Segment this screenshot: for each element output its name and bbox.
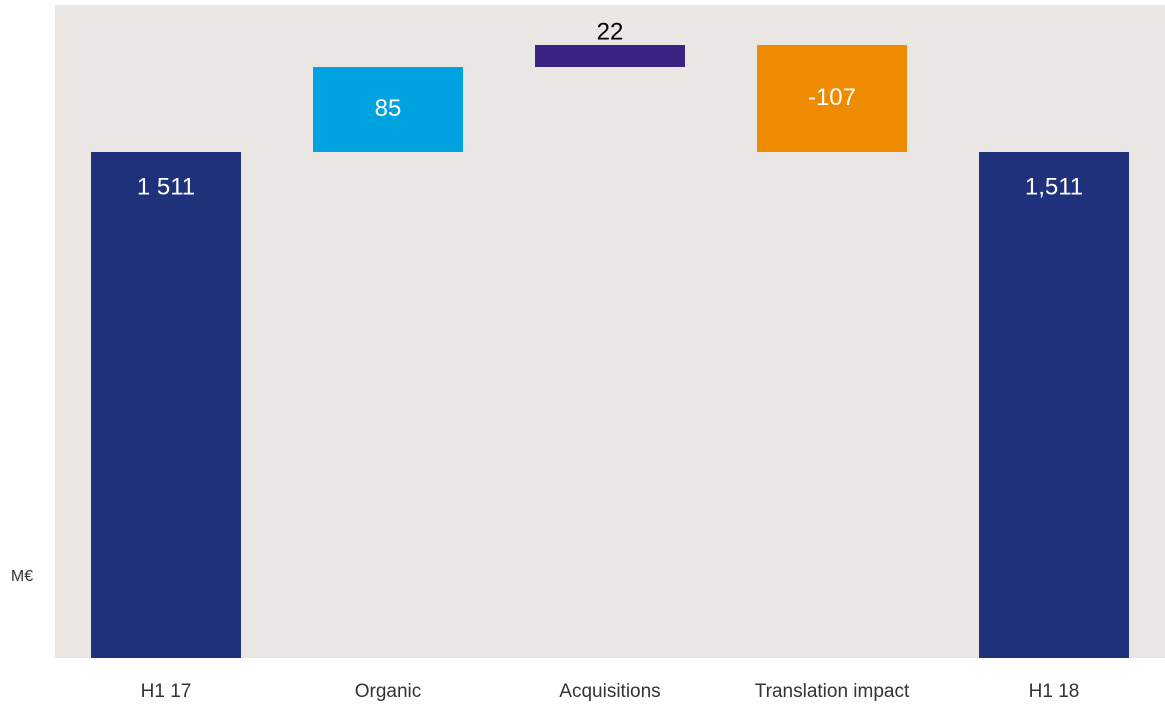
- data-label: 1 511: [137, 173, 195, 200]
- y-axis-label: M€: [11, 568, 33, 585]
- bar: [979, 152, 1129, 658]
- data-label: 22: [597, 18, 624, 45]
- bar: [91, 152, 241, 658]
- x-tick-label: Organic: [355, 681, 422, 702]
- x-tick-label: H1 17: [141, 681, 192, 702]
- x-tick-label: Translation impact: [755, 681, 910, 702]
- x-tick-label: Acquisitions: [559, 681, 660, 702]
- bar: [313, 67, 463, 152]
- x-tick-label: H1 18: [1029, 681, 1080, 702]
- bar: [535, 45, 685, 67]
- data-label: -107: [808, 84, 856, 111]
- bar: [757, 45, 907, 152]
- data-label: 1,511: [1025, 173, 1083, 200]
- data-label: 85: [375, 95, 402, 122]
